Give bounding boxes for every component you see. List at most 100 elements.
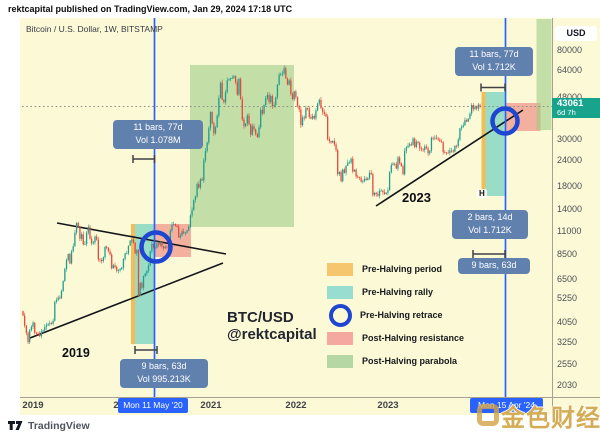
era-label-2023: 2023 xyxy=(402,190,431,205)
candle-body xyxy=(119,268,121,271)
candle-body xyxy=(271,96,274,107)
candle-body xyxy=(457,139,459,147)
candle-body xyxy=(234,76,237,83)
tradingview-attribution[interactable]: TradingView xyxy=(8,419,90,432)
candle-body xyxy=(52,320,54,324)
candle-body xyxy=(417,141,419,143)
pre-halving-period-2020 xyxy=(131,224,135,344)
post-halving-resistance-2024 xyxy=(505,103,541,131)
candle-body xyxy=(412,138,414,145)
candle-body xyxy=(250,124,252,135)
candle-body xyxy=(424,146,426,150)
candle-body xyxy=(199,179,202,188)
candle-body xyxy=(298,106,300,110)
candle-body xyxy=(244,123,247,127)
candle-body xyxy=(402,166,404,175)
candle-body xyxy=(92,242,94,244)
candle-body xyxy=(161,241,163,247)
candle-body xyxy=(347,162,349,166)
measure-label-2024-rally[interactable]: 9 bars, 63d xyxy=(458,258,530,274)
candle-body xyxy=(454,145,456,152)
year-tick-2019: 2019 xyxy=(22,400,44,411)
price-tick-18000: 18000 xyxy=(557,181,583,192)
price-tick-14000: 14000 xyxy=(557,203,583,214)
candle-body xyxy=(211,111,213,124)
candle-body xyxy=(69,253,71,264)
candle-body xyxy=(296,97,299,107)
candle-body xyxy=(229,78,232,80)
measure-label-2024-twobars[interactable]: 2 bars, 14d Vol 1.712K xyxy=(452,210,528,239)
candle-body xyxy=(214,127,217,134)
price-tick-30000: 30000 xyxy=(557,134,583,145)
candle-body xyxy=(45,325,48,328)
candle-body xyxy=(126,253,128,255)
candle-body xyxy=(479,104,481,107)
candle-body xyxy=(231,77,233,79)
candle-body xyxy=(194,196,197,200)
candle-body xyxy=(415,141,418,148)
candle-body xyxy=(141,283,143,288)
candle-body xyxy=(476,106,478,109)
ascending-support-2019 xyxy=(29,262,224,339)
candle-body xyxy=(328,139,330,141)
candle-body xyxy=(226,80,228,93)
candle-body xyxy=(459,128,461,140)
candle-body xyxy=(327,116,329,140)
candle-body xyxy=(447,152,449,154)
candle-body xyxy=(25,325,27,333)
last-price-tag: 43061 6d 7h xyxy=(552,98,600,118)
candle-body xyxy=(122,258,125,268)
candle-body xyxy=(278,74,280,85)
candle-body xyxy=(280,74,282,76)
candle-body xyxy=(357,176,359,178)
candle-body xyxy=(198,184,200,188)
candle-body xyxy=(439,139,441,142)
pink-swatch xyxy=(327,331,353,345)
candle-body xyxy=(116,267,118,271)
candle-body xyxy=(256,134,259,138)
candle-body xyxy=(221,82,223,100)
candle-body xyxy=(30,326,33,331)
candle-body xyxy=(32,322,34,327)
golden-finance-watermark: 金色财经 xyxy=(501,405,600,432)
candle-body xyxy=(132,239,135,243)
attribution-text: rektcapital published on TradingView.com… xyxy=(8,4,293,14)
candle-body xyxy=(300,109,302,126)
candle-body xyxy=(159,241,161,245)
halving-date-label-2024: Mon 15 Apr '24 xyxy=(470,398,543,413)
candle-body xyxy=(82,234,84,245)
candle-body xyxy=(455,145,458,147)
measure-label-2020-rally[interactable]: 9 bars, 63d Vol 995.213K xyxy=(120,359,208,388)
legend-item-posthalving-parabola: Post-Halving parabola xyxy=(327,354,464,368)
candle-body xyxy=(77,223,79,228)
candle-body xyxy=(72,246,74,252)
candle-body xyxy=(201,179,203,181)
measure-label-2020-prehalving[interactable]: 11 bars, 77d Vol 1.078M xyxy=(113,120,203,149)
candle-body xyxy=(377,193,379,196)
candle-body xyxy=(288,80,290,85)
candle-body xyxy=(216,115,218,128)
pre-halving-retrace-2024 xyxy=(490,106,520,136)
candle-body xyxy=(89,226,91,239)
price-tick-11000: 11000 xyxy=(557,225,582,236)
candle-body xyxy=(40,331,43,337)
candle-body xyxy=(129,240,131,246)
attribution-bar: rektcapital published on TradingView.com… xyxy=(0,0,600,18)
candle-body xyxy=(224,92,227,103)
candle-body xyxy=(183,231,185,234)
candle-body xyxy=(295,91,297,98)
candle-body xyxy=(388,172,391,191)
candle-body xyxy=(370,172,372,175)
chart-watermark: BTC/USD @rektcapital xyxy=(227,309,317,343)
candle-body xyxy=(430,137,433,151)
h-marker[interactable]: H xyxy=(477,189,487,198)
candle-body xyxy=(196,184,198,197)
candle-body xyxy=(206,142,208,151)
candle-body xyxy=(258,127,260,138)
measure-label-2024-prehalving[interactable]: 11 bars, 77d Vol 1.712K xyxy=(455,47,533,76)
candle-body xyxy=(260,109,262,128)
legend-item-prehalving-rally: Pre-Halving rally xyxy=(327,285,464,299)
candle-body xyxy=(335,144,337,151)
